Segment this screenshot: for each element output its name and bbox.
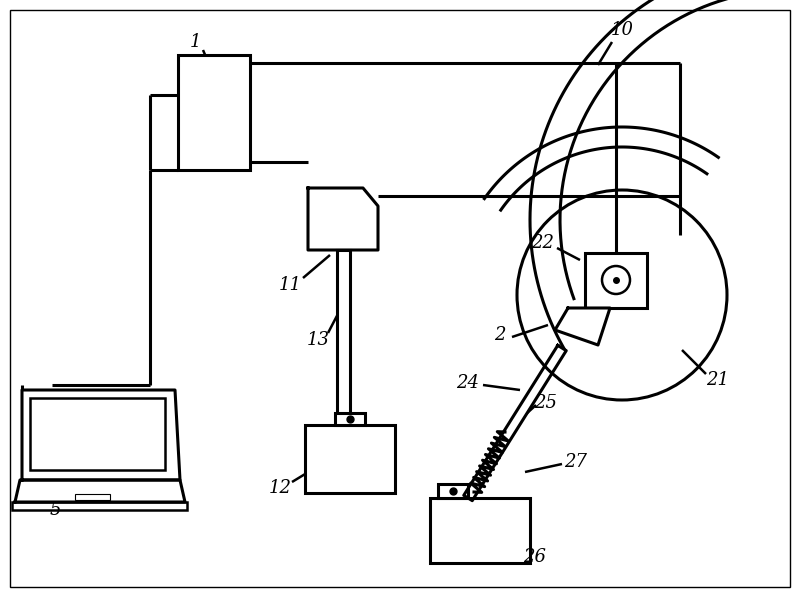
Bar bbox=[335, 413, 365, 425]
Text: 26: 26 bbox=[523, 548, 546, 566]
Text: 2: 2 bbox=[494, 326, 506, 344]
Text: 11: 11 bbox=[278, 276, 302, 294]
Text: 10: 10 bbox=[610, 21, 634, 39]
Polygon shape bbox=[555, 308, 610, 345]
Text: 1: 1 bbox=[190, 33, 201, 51]
Bar bbox=[337, 250, 350, 415]
Text: 24: 24 bbox=[457, 374, 479, 392]
Text: 13: 13 bbox=[306, 331, 330, 349]
Text: 22: 22 bbox=[531, 234, 554, 252]
Polygon shape bbox=[308, 188, 378, 250]
Text: 5: 5 bbox=[50, 501, 61, 519]
Text: 27: 27 bbox=[565, 453, 587, 471]
Bar bbox=[12, 502, 187, 510]
Text: 25: 25 bbox=[534, 394, 558, 412]
Polygon shape bbox=[15, 480, 185, 502]
Bar bbox=[30, 398, 165, 470]
Polygon shape bbox=[464, 345, 566, 501]
Bar bbox=[178, 55, 250, 170]
Polygon shape bbox=[22, 390, 180, 480]
Bar bbox=[305, 425, 395, 493]
Text: 21: 21 bbox=[706, 371, 730, 389]
Bar bbox=[75, 494, 110, 500]
Text: 12: 12 bbox=[269, 479, 291, 497]
Bar bbox=[438, 484, 468, 498]
Bar bbox=[430, 498, 530, 563]
Bar bbox=[585, 253, 647, 308]
